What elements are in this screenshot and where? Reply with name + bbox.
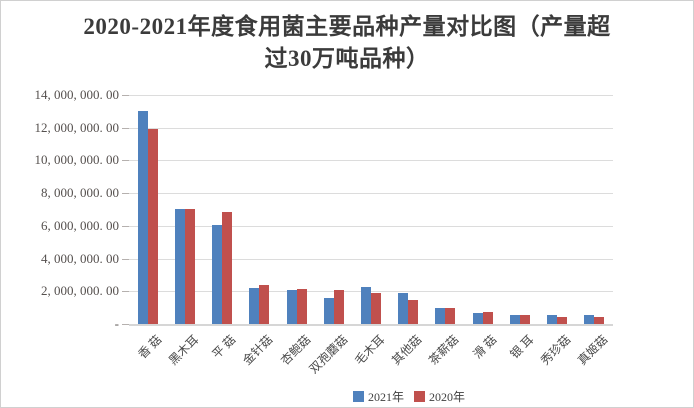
x-axis-category-label: 金针菇 bbox=[240, 332, 276, 368]
y-axis-tick-label: 14, 000, 000. 00 bbox=[34, 87, 120, 102]
gridline bbox=[129, 225, 613, 227]
y-axis-tick-label: 12, 000, 000. 00 bbox=[34, 119, 120, 135]
y-axis-tick-mark bbox=[122, 324, 129, 325]
bar-2020年-滑菇 bbox=[482, 312, 493, 324]
bar-2020年-黑木耳 bbox=[184, 209, 195, 324]
chart-title: 2020-2021年度食用菌主要品种产量对比图（产量超 过30万吨品种） bbox=[21, 11, 673, 75]
bar-2021年-真姬菇 bbox=[584, 315, 595, 324]
legend-item-2020年: 2020年 bbox=[414, 388, 465, 405]
bar-2021年-银耳 bbox=[509, 315, 520, 324]
bar-2021年-金针菇 bbox=[249, 288, 260, 324]
gridline bbox=[129, 127, 613, 129]
gridline bbox=[129, 291, 613, 293]
bar-2020年-真姬菇 bbox=[594, 317, 605, 324]
y-axis-tick-label: 8, 000, 000. 00 bbox=[41, 185, 119, 201]
bar-2021年-茶薪菇 bbox=[435, 308, 446, 324]
bar-2021年-平菇 bbox=[212, 225, 223, 324]
legend-label: 2020年 bbox=[429, 390, 466, 404]
y-axis-tick-label: - bbox=[114, 316, 119, 331]
legend-label: 2021年 bbox=[368, 390, 405, 404]
x-axis-category-label: 其他菇 bbox=[389, 332, 425, 368]
bar-2020年-双孢蘑菇 bbox=[333, 290, 344, 324]
gridline bbox=[129, 258, 613, 260]
legend-item-2021年: 2021年 bbox=[353, 388, 404, 405]
legend: 2021年 2020年 bbox=[353, 388, 475, 405]
chart-title-line1: 2020-2021年度食用菌主要品种产量对比图（产量超 bbox=[83, 14, 611, 39]
bar-2021年-黑木耳 bbox=[174, 209, 185, 324]
bar-2020年-秀珍菇 bbox=[557, 317, 568, 324]
x-axis-category-label: 香 菇 bbox=[134, 332, 164, 362]
chart-title-line2: 过30万吨品种） bbox=[264, 46, 430, 71]
x-axis-category-label: 黑木耳 bbox=[165, 332, 202, 368]
x-axis-category-label: 真姬菇 bbox=[575, 332, 611, 368]
gridline bbox=[129, 193, 613, 195]
x-axis-category-label: 平 菇 bbox=[209, 332, 239, 362]
bar-2020年-杏鲍菇 bbox=[296, 289, 307, 324]
gridline bbox=[129, 160, 613, 162]
x-axis-category-label: 银 耳 bbox=[507, 332, 537, 362]
y-axis-tick-label: 2, 000, 000. 00 bbox=[41, 283, 119, 299]
y-axis-tick-mark bbox=[122, 258, 129, 260]
x-axis-category-label: 滑 菇 bbox=[470, 332, 500, 362]
y-axis-tick-label: 6, 000, 000. 00 bbox=[41, 217, 119, 233]
bar-2021年-双孢蘑菇 bbox=[323, 298, 334, 324]
x-axis-category-label: 毛木耳 bbox=[351, 332, 388, 368]
x-axis-category-label: 茶薪菇 bbox=[426, 332, 462, 368]
bar-2020年-平菇 bbox=[222, 212, 233, 324]
bar-2021年-杏鲍菇 bbox=[286, 290, 297, 324]
bar-2021年-香菇 bbox=[137, 111, 148, 324]
y-axis-tick-mark bbox=[122, 193, 129, 195]
bar-2021年-秀珍菇 bbox=[547, 315, 558, 324]
bar-2020年-香菇 bbox=[147, 129, 158, 324]
legend-swatch-icon bbox=[353, 391, 364, 402]
bar-2021年-毛木耳 bbox=[361, 287, 371, 324]
bar-2021年-其他菇 bbox=[398, 293, 409, 324]
x-axis-category-label: 秀珍菇 bbox=[538, 332, 574, 368]
bar-2021年-滑菇 bbox=[472, 313, 483, 324]
y-axis-tick-mark bbox=[122, 291, 129, 293]
plot-area bbox=[129, 95, 613, 326]
bar-2020年-银耳 bbox=[519, 315, 530, 324]
y-axis-tick-mark bbox=[122, 160, 129, 162]
legend-swatch-icon bbox=[414, 391, 426, 402]
y-axis-tick-label: 4, 000, 000. 00 bbox=[41, 250, 119, 266]
bar-2020年-金针菇 bbox=[259, 285, 270, 324]
y-axis-tick-mark bbox=[122, 225, 129, 227]
y-axis-tick-mark bbox=[122, 95, 129, 96]
gridline bbox=[129, 95, 613, 96]
bar-2020年-毛木耳 bbox=[371, 293, 381, 324]
bar-2020年-其他菇 bbox=[408, 300, 419, 324]
y-axis-tick-mark bbox=[122, 127, 129, 129]
x-axis-category-label: 双孢蘑菇 bbox=[306, 332, 351, 377]
bar-2020年-茶薪菇 bbox=[445, 308, 456, 324]
y-axis-tick-label: 10, 000, 000. 00 bbox=[34, 152, 120, 168]
